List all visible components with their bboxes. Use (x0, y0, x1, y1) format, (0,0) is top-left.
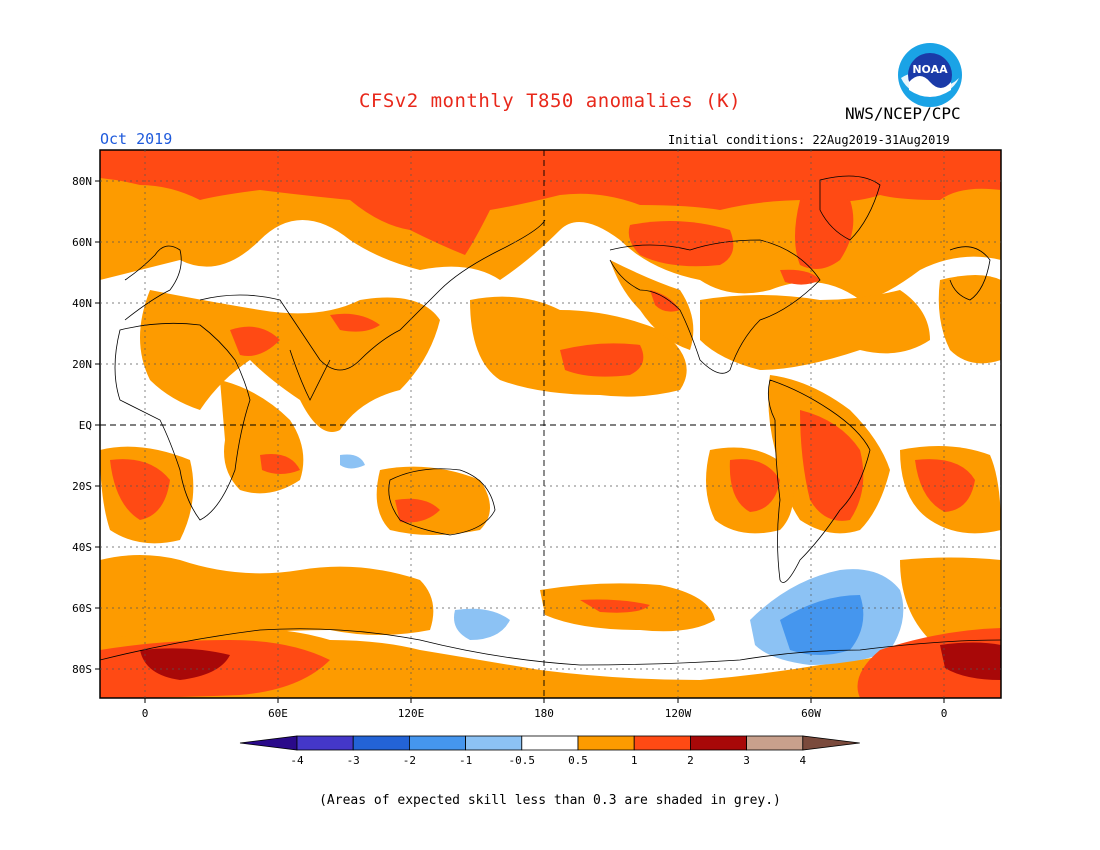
arctic-red-region (100, 150, 1001, 255)
colorbar-swatch (408, 735, 466, 751)
colorbar-tick-label: -1 (459, 754, 472, 767)
lat-label: 40S (72, 541, 92, 554)
lat-label: 20N (72, 358, 92, 371)
colorbar-swatch (296, 735, 354, 751)
colorbar-swatch (690, 735, 748, 751)
footnote: (Areas of expected skill less than 0.3 a… (319, 793, 781, 808)
lon-label: 180 (534, 707, 554, 720)
initial-conditions: Initial conditions: 22Aug2019-31Aug2019 (668, 133, 950, 147)
colorbar-tick-label: 2 (687, 754, 694, 767)
noaa-logo-text: NOAA (912, 63, 948, 76)
lat-label: 60S (72, 602, 92, 615)
colorbar: -4 -3 -2 -1 -0.5 0.5 1 2 3 4 (239, 735, 860, 767)
latitude-labels: 80N 60N 40N 20N EQ 20S 40S 60S 80S (72, 175, 92, 676)
longitude-labels: 0 60E 120E 180 120W 60W 0 (142, 707, 948, 720)
colorbar-swatch (465, 735, 523, 751)
colorbar-tick-label: 0.5 (568, 754, 588, 767)
colorbar-tick-label: -0.5 (509, 754, 536, 767)
colorbar-arrow-left (239, 735, 298, 751)
graticule (100, 150, 1001, 698)
lon-label: 0 (941, 707, 948, 720)
lat-label: 20S (72, 480, 92, 493)
colorbar-arrow-right (802, 735, 860, 751)
colorbar-tick-label: 3 (743, 754, 750, 767)
colorbar-swatch (633, 735, 691, 751)
colorbar-tick-label: 1 (631, 754, 638, 767)
colorbar-swatch (577, 735, 635, 751)
colorbar-swatch (746, 735, 804, 751)
colorbar-tick-label: -3 (347, 754, 360, 767)
lon-label: 120W (665, 707, 692, 720)
lat-label: EQ (79, 419, 92, 432)
colorbar-swatch (521, 735, 579, 751)
map-frame (99, 149, 1002, 699)
colorbar-tick-label: -4 (290, 754, 304, 767)
lon-label: 60W (801, 707, 821, 720)
lon-label: 0 (142, 707, 149, 720)
lon-label: 60E (268, 707, 288, 720)
lon-label: 120E (398, 707, 425, 720)
lat-label: 80S (72, 663, 92, 676)
lat-label: 80N (72, 175, 92, 188)
equator-dateline (100, 150, 1001, 698)
anomaly-field (100, 150, 1001, 698)
colorbar-swatch (352, 735, 410, 751)
coastlines (100, 175, 1001, 666)
noaa-logo: NOAA (895, 40, 965, 114)
map-title: CFSv2 monthly T850 anomalies (K) (358, 90, 742, 112)
agency-label: NWS/NCEP/CPC (845, 104, 961, 123)
forecast-month: Oct 2019 (100, 130, 173, 148)
colorbar-tick-label: 4 (799, 754, 806, 767)
lat-label: 60N (72, 236, 92, 249)
antarctic-warm-region (100, 628, 1001, 698)
colorbar-tick-label: -2 (403, 754, 416, 767)
lat-label: 40N (72, 297, 92, 310)
